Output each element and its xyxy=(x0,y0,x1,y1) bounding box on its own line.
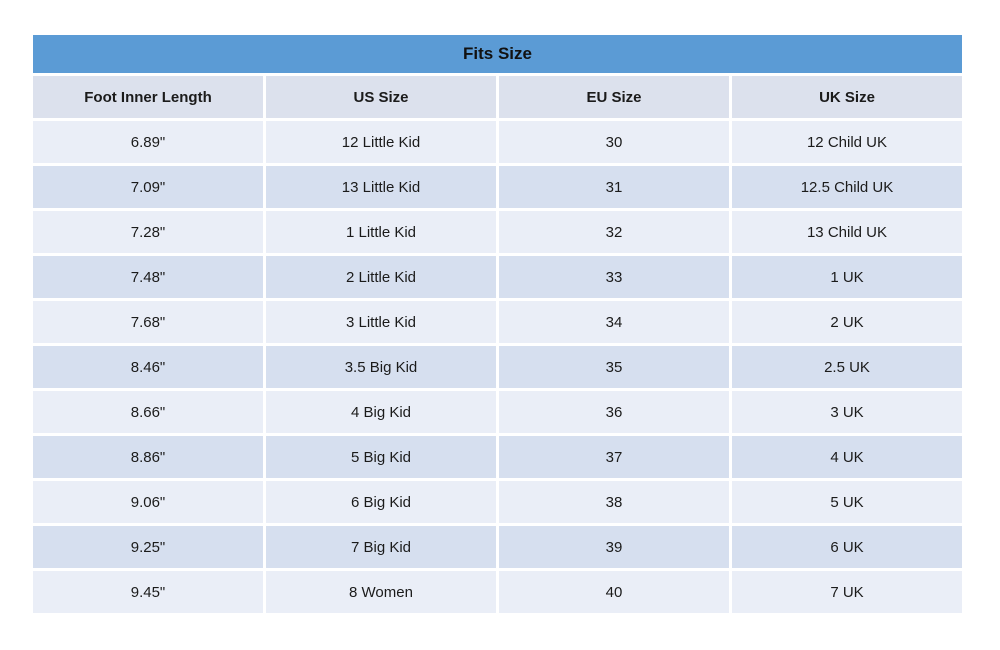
table-cell: 2 Little Kid xyxy=(266,256,496,298)
table-cell: 35 xyxy=(499,346,729,388)
table-cell: 36 xyxy=(499,391,729,433)
table-row: 9.45" 8 Women 40 7 UK xyxy=(33,571,962,613)
table-cell: 38 xyxy=(499,481,729,523)
table-row: 9.06" 6 Big Kid 38 5 UK xyxy=(33,481,962,523)
table-cell: 6 UK xyxy=(732,526,962,568)
table-cell: 32 xyxy=(499,211,729,253)
column-header: US Size xyxy=(266,76,496,118)
table-row: 7.48" 2 Little Kid 33 1 UK xyxy=(33,256,962,298)
column-header: Foot Inner Length xyxy=(33,76,263,118)
table-cell: 34 xyxy=(499,301,729,343)
table-cell: 7 Big Kid xyxy=(266,526,496,568)
table-cell: 5 Big Kid xyxy=(266,436,496,478)
table-cell: 8 Women xyxy=(266,571,496,613)
column-header: EU Size xyxy=(499,76,729,118)
table-cell: 12 Little Kid xyxy=(266,121,496,163)
table-row: 8.86" 5 Big Kid 37 4 UK xyxy=(33,436,962,478)
table-cell: 6.89" xyxy=(33,121,263,163)
table-cell: 1 UK xyxy=(732,256,962,298)
table-cell: 39 xyxy=(499,526,729,568)
table-cell: 7 UK xyxy=(732,571,962,613)
table-cell: 1 Little Kid xyxy=(266,211,496,253)
table-cell: 7.09" xyxy=(33,166,263,208)
table-cell: 4 Big Kid xyxy=(266,391,496,433)
table-cell: 13 Child UK xyxy=(732,211,962,253)
table-cell: 31 xyxy=(499,166,729,208)
table-row: 9.25" 7 Big Kid 39 6 UK xyxy=(33,526,962,568)
table-cell: 6 Big Kid xyxy=(266,481,496,523)
table-cell: 33 xyxy=(499,256,729,298)
table-cell: 12.5 Child UK xyxy=(732,166,962,208)
table-cell: 9.06" xyxy=(33,481,263,523)
table-cell: 8.66" xyxy=(33,391,263,433)
table-cell: 9.45" xyxy=(33,571,263,613)
table-row: 7.09" 13 Little Kid 31 12.5 Child UK xyxy=(33,166,962,208)
size-conversion-table: Fits Size Foot Inner Length US Size EU Siz… xyxy=(30,32,965,616)
table-cell: 7.68" xyxy=(33,301,263,343)
table-cell: 3 Little Kid xyxy=(266,301,496,343)
table-title-row: Fits Size xyxy=(33,35,962,73)
table-cell: 12 Child UK xyxy=(732,121,962,163)
table-cell: 7.48" xyxy=(33,256,263,298)
table-cell: 3 UK xyxy=(732,391,962,433)
table-row: 7.28" 1 Little Kid 32 13 Child UK xyxy=(33,211,962,253)
table-cell: 3.5 Big Kid xyxy=(266,346,496,388)
table-cell: 13 Little Kid xyxy=(266,166,496,208)
table-cell: 30 xyxy=(499,121,729,163)
table-row: 6.89" 12 Little Kid 30 12 Child UK xyxy=(33,121,962,163)
table-cell: 2.5 UK xyxy=(732,346,962,388)
table-cell: 8.86" xyxy=(33,436,263,478)
table-cell: 37 xyxy=(499,436,729,478)
column-header: UK Size xyxy=(732,76,962,118)
table-cell: 9.25" xyxy=(33,526,263,568)
table-cell: 40 xyxy=(499,571,729,613)
column-header-row: Foot Inner Length US Size EU Size UK Size xyxy=(33,76,962,118)
table-row: 8.66" 4 Big Kid 36 3 UK xyxy=(33,391,962,433)
table-title: Fits Size xyxy=(33,35,962,73)
table-cell: 8.46" xyxy=(33,346,263,388)
table-cell: 2 UK xyxy=(732,301,962,343)
table-row: 7.68" 3 Little Kid 34 2 UK xyxy=(33,301,962,343)
table-cell: 5 UK xyxy=(732,481,962,523)
table-cell: 7.28" xyxy=(33,211,263,253)
table-row: 8.46" 3.5 Big Kid 35 2.5 UK xyxy=(33,346,962,388)
table-cell: 4 UK xyxy=(732,436,962,478)
